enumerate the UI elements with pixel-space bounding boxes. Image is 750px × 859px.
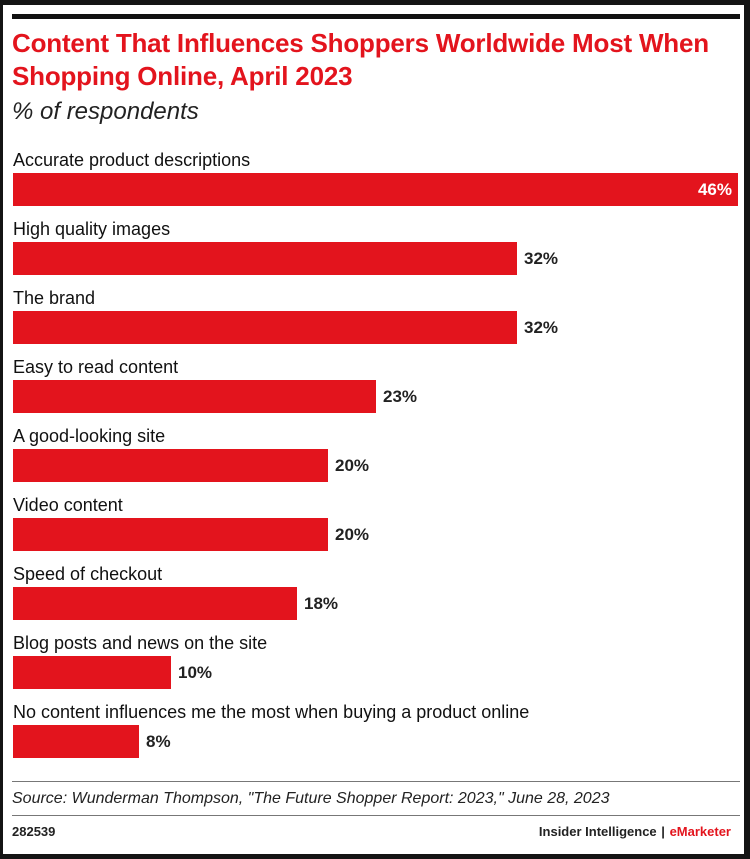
bar-value-label: 20% — [335, 525, 370, 544]
bar — [13, 242, 517, 275]
bar-label: Video content — [13, 495, 123, 515]
chart-subtitle: % of respondents — [12, 98, 199, 125]
bar-label: High quality images — [13, 219, 171, 239]
bar — [13, 518, 328, 551]
bar-value-label: 18% — [304, 594, 339, 613]
brand-credit: Insider Intelligence | eMarketer — [539, 823, 731, 840]
bar-value-label: 32% — [524, 249, 559, 268]
bar — [13, 656, 171, 689]
chart-title: Content That Influences Shoppers Worldwi… — [12, 28, 709, 91]
chart-card: Content That Influences Shoppers Worldwi… — [3, 5, 744, 854]
bar-label: Blog posts and news on the site — [13, 633, 268, 653]
bar — [13, 311, 517, 344]
bar-label: A good-looking site — [13, 426, 166, 446]
bar — [13, 380, 376, 413]
bar-value-label: 8% — [146, 732, 171, 751]
bar-value-label: 23% — [383, 387, 418, 406]
bar-value-label: 20% — [335, 456, 370, 475]
bar-label: Easy to read content — [13, 357, 179, 377]
footer-rule-bottom — [12, 815, 740, 816]
bar — [13, 587, 297, 620]
bar-label: Accurate product descriptions — [13, 150, 251, 170]
bar — [13, 173, 738, 206]
bar-value-label: 46% — [697, 180, 732, 199]
bar — [13, 449, 328, 482]
source-note: Source: Wunderman Thompson, "The Future … — [12, 790, 610, 807]
bar-label: The brand — [13, 288, 96, 308]
bar-label: Speed of checkout — [13, 564, 163, 584]
brand-emarketer: eMarketer — [669, 824, 731, 839]
footer-rule-top — [12, 781, 740, 782]
top-rule — [12, 14, 740, 19]
bar-label: No content influences me the most when b… — [13, 702, 530, 722]
chart-id: 282539 — [12, 824, 56, 839]
bar-value-label: 10% — [178, 663, 213, 682]
bar — [13, 725, 139, 758]
brand-separator: | — [661, 824, 665, 839]
bar-value-label: 32% — [524, 318, 559, 337]
brand-insider-intelligence: Insider Intelligence — [538, 824, 657, 839]
